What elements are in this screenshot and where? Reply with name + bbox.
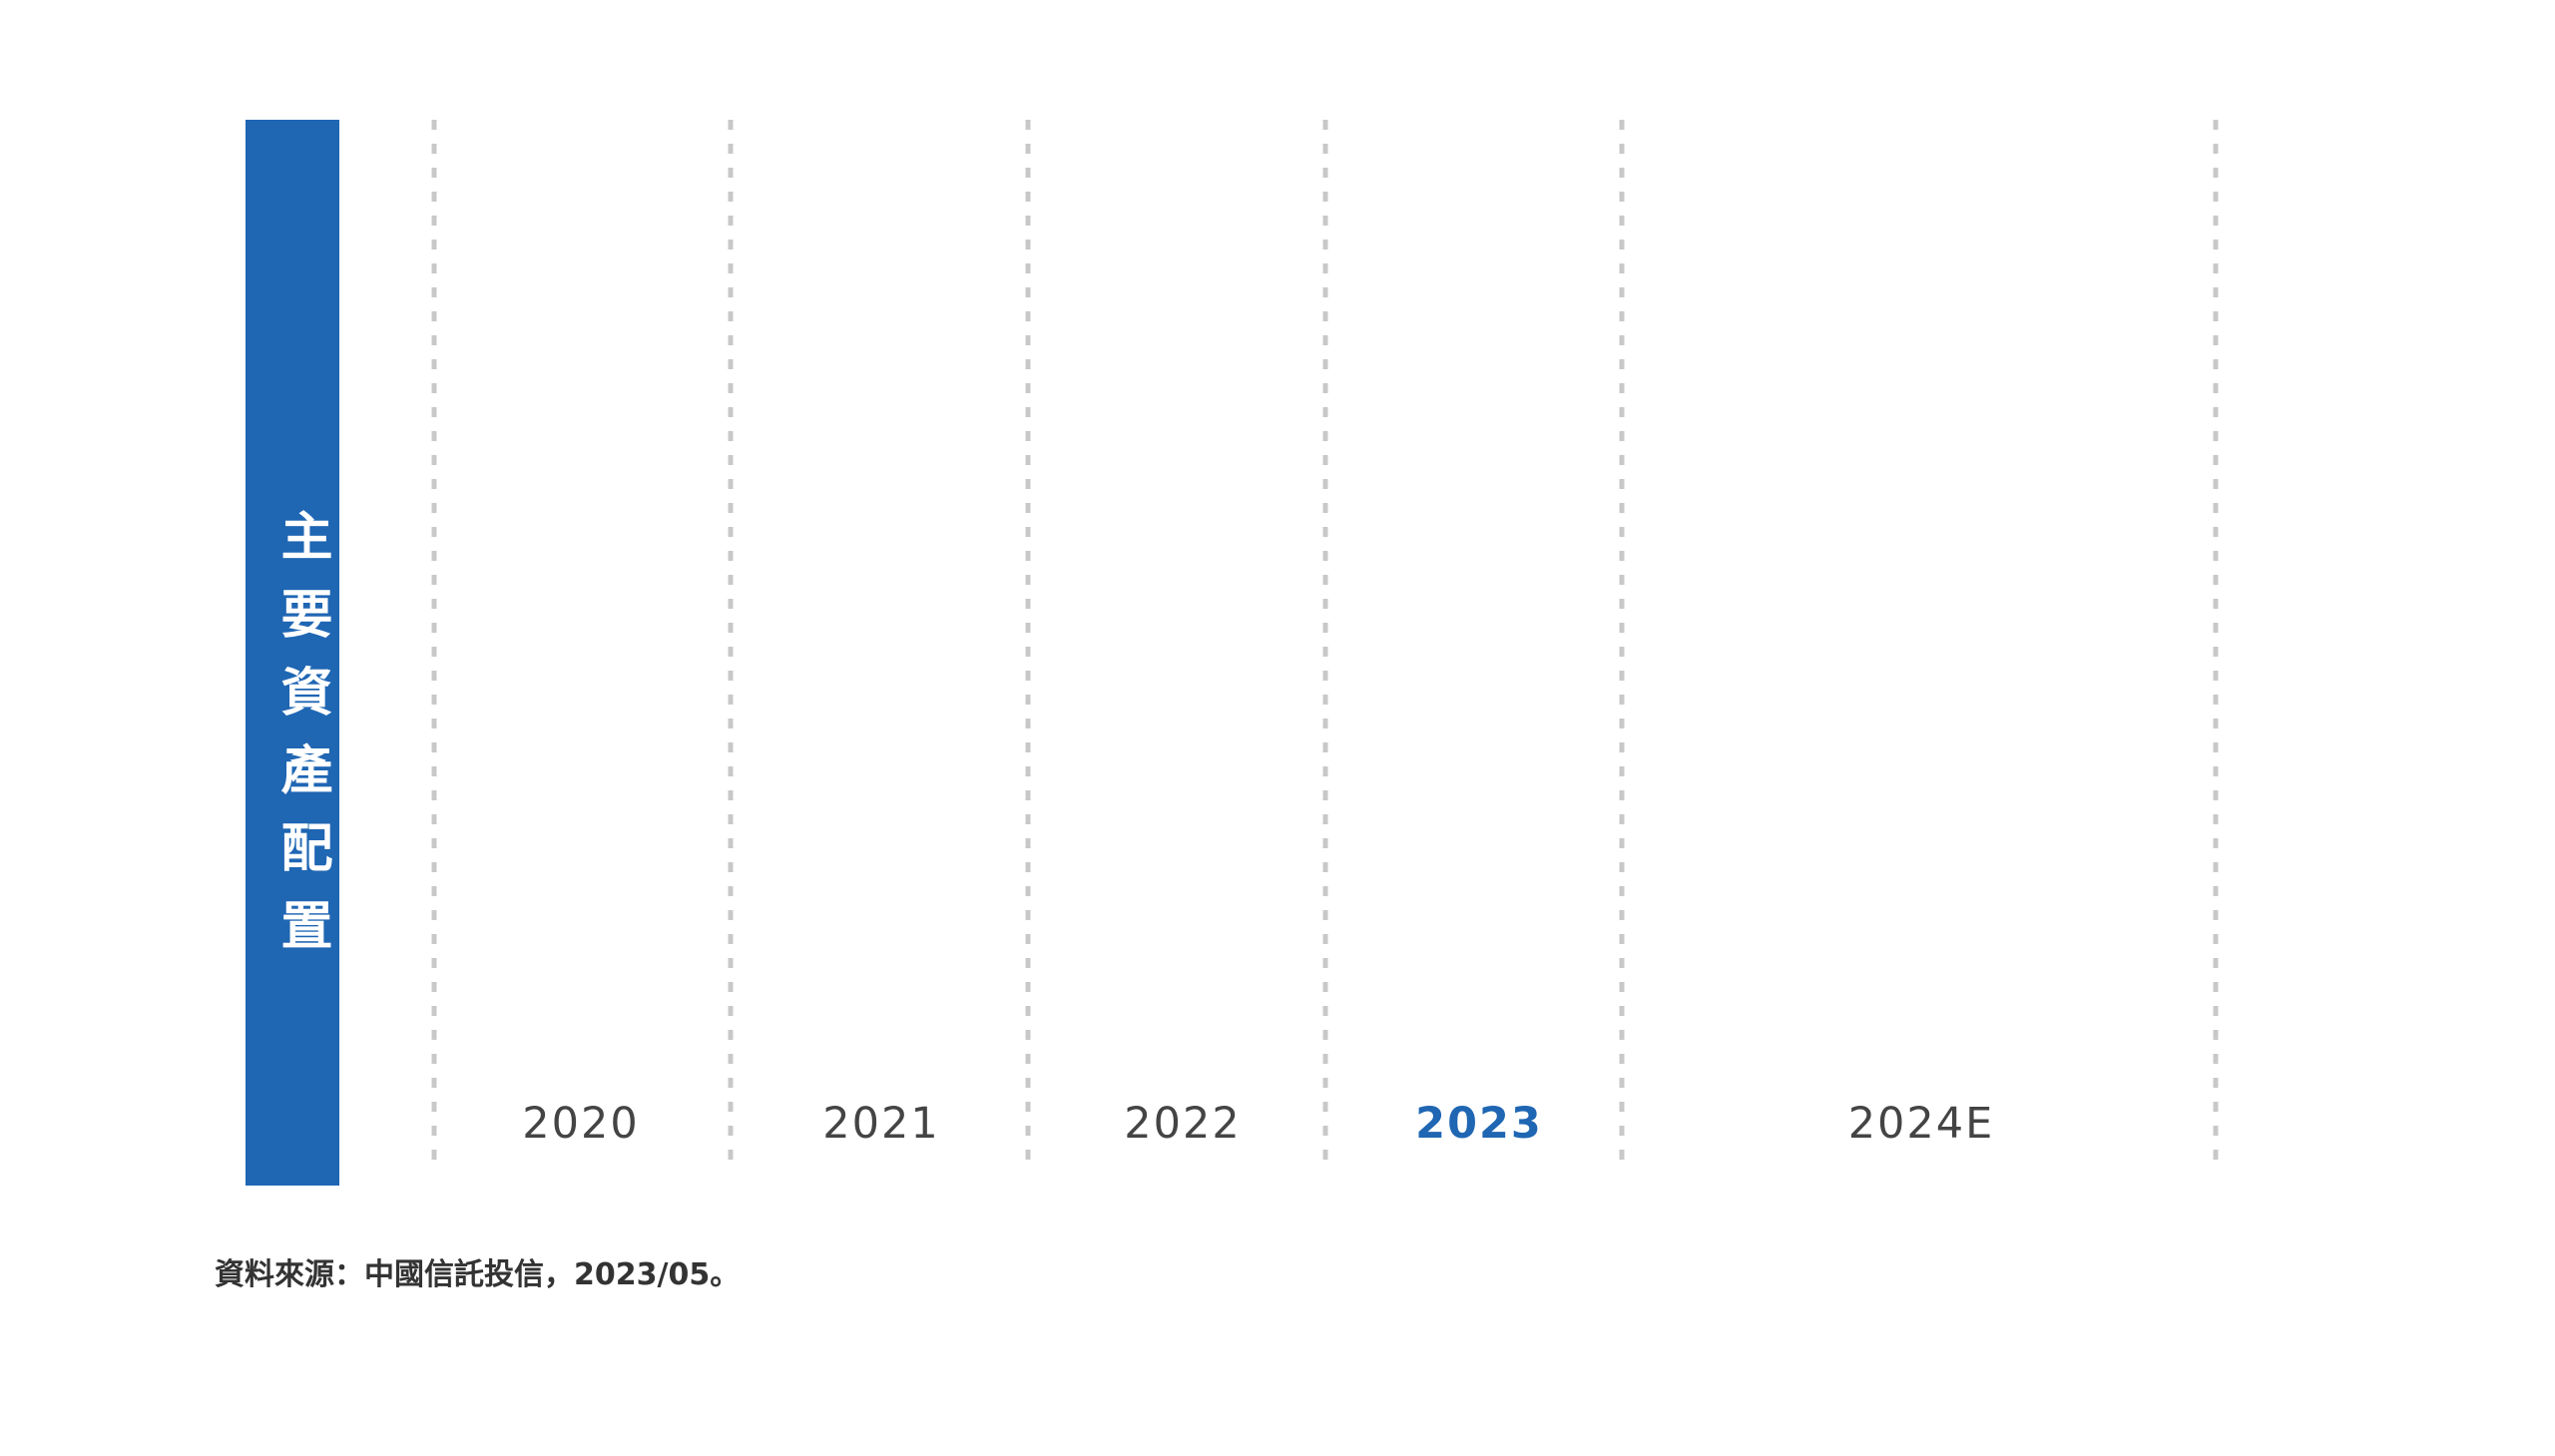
year-label: 2020 — [522, 1099, 639, 1149]
dividers — [431, 120, 2219, 1160]
year-label: 2024E — [1848, 1099, 1995, 1149]
side-bar: 主要資產配置 — [246, 120, 339, 1186]
year-label: 2021 — [822, 1099, 939, 1149]
source-note: 資料來源：中國信託投信，2023/05。 — [215, 1257, 741, 1292]
year-label: 2023 — [1415, 1099, 1543, 1149]
side-label: 主要資產配置 — [271, 509, 331, 976]
year-label: 2022 — [1124, 1099, 1241, 1149]
